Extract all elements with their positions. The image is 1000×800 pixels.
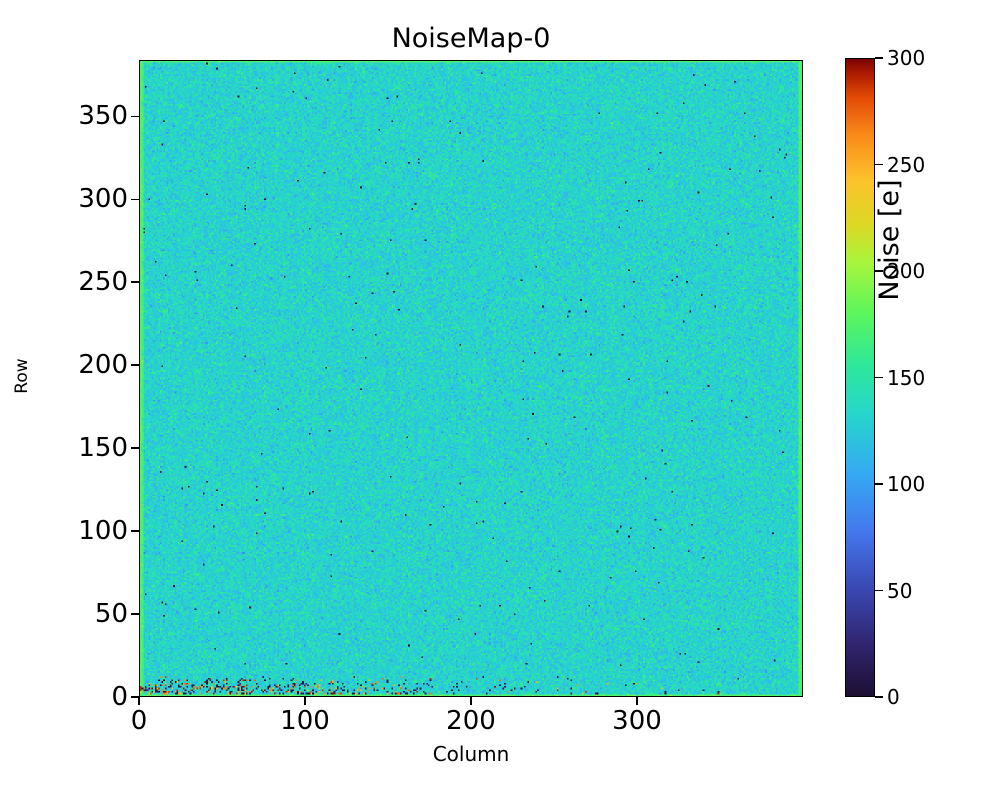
y-axis-label: Row bbox=[12, 358, 32, 394]
colorbar-tick-label: 300 bbox=[887, 46, 926, 70]
y-tick-mark bbox=[131, 696, 139, 698]
y-tick-mark bbox=[131, 198, 139, 201]
colorbar-tick-mark bbox=[875, 376, 883, 379]
x-tick-mark bbox=[470, 697, 472, 705]
colorbar-tick-mark bbox=[875, 57, 883, 59]
colorbar-tick-label: 250 bbox=[887, 152, 926, 177]
colorbar-tick-label: 100 bbox=[887, 472, 926, 496]
y-tick-label: 250 bbox=[78, 267, 128, 298]
y-tick-label: 350 bbox=[78, 101, 128, 132]
x-tick-label: 100 bbox=[280, 706, 330, 736]
colorbar-tick-mark bbox=[875, 270, 883, 272]
x-tick-label: 200 bbox=[446, 706, 496, 736]
y-tick-label: 100 bbox=[78, 516, 128, 547]
page-title: NoiseMap-0 bbox=[391, 23, 551, 54]
heatmap-axes[interactable] bbox=[139, 60, 803, 697]
colorbar-tick-label: 0 bbox=[887, 685, 900, 709]
x-tick-mark bbox=[304, 697, 306, 705]
y-tick-label: 150 bbox=[78, 433, 128, 464]
x-axis-label: Column bbox=[432, 742, 510, 766]
y-tick-mark bbox=[131, 530, 139, 532]
colorbar-tick-mark bbox=[875, 589, 883, 592]
colorbar-tick-mark bbox=[875, 483, 883, 485]
colorbar-tick-mark bbox=[875, 163, 883, 166]
y-tick-mark bbox=[131, 364, 139, 367]
x-tick-label: 0 bbox=[130, 706, 148, 736]
y-tick-mark bbox=[131, 613, 139, 615]
y-tick-mark bbox=[131, 447, 139, 449]
x-tick-label: 300 bbox=[612, 706, 662, 736]
y-tick-label: 50 bbox=[94, 599, 128, 630]
y-tick-mark bbox=[131, 281, 139, 284]
y-tick-mark bbox=[131, 115, 139, 118]
y-tick-label: 300 bbox=[78, 184, 128, 215]
colorbar-gradient[interactable] bbox=[845, 58, 875, 697]
x-tick-mark bbox=[138, 697, 140, 705]
noise-heatmap-image bbox=[140, 61, 802, 696]
colorbar-tick-label: 200 bbox=[887, 259, 926, 283]
colorbar-label: Noise [e] bbox=[874, 179, 905, 301]
colorbar-tick-label: 50 bbox=[887, 578, 913, 603]
y-tick-label: 200 bbox=[78, 350, 128, 381]
x-tick-mark bbox=[636, 697, 638, 705]
y-tick-label: 0 bbox=[111, 682, 128, 712]
colorbar-tick-label: 150 bbox=[887, 365, 926, 390]
colorbar-tick-mark bbox=[875, 696, 883, 698]
